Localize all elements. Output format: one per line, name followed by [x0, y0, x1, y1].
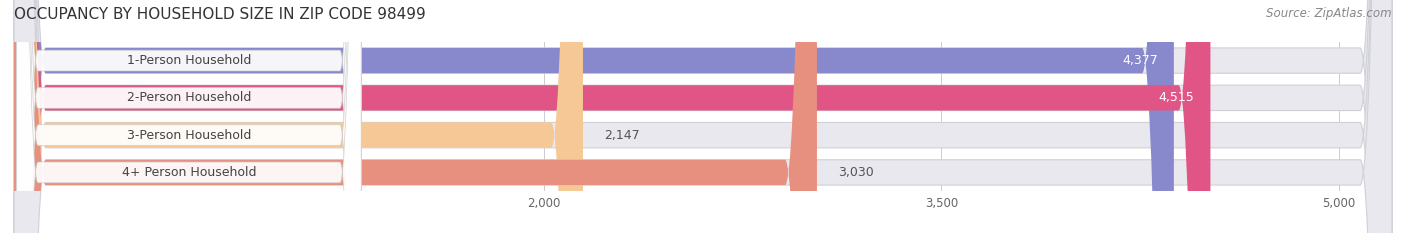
Text: OCCUPANCY BY HOUSEHOLD SIZE IN ZIP CODE 98499: OCCUPANCY BY HOUSEHOLD SIZE IN ZIP CODE … [14, 7, 426, 22]
Text: 4,515: 4,515 [1159, 91, 1195, 104]
FancyBboxPatch shape [14, 0, 1392, 233]
FancyBboxPatch shape [17, 0, 361, 233]
FancyBboxPatch shape [14, 0, 1392, 233]
FancyBboxPatch shape [14, 0, 1392, 233]
FancyBboxPatch shape [14, 0, 1392, 233]
FancyBboxPatch shape [14, 0, 1211, 233]
FancyBboxPatch shape [17, 0, 361, 233]
Text: 3-Person Household: 3-Person Household [127, 129, 252, 142]
FancyBboxPatch shape [17, 0, 361, 233]
Text: 4,377: 4,377 [1122, 54, 1159, 67]
Text: 3,030: 3,030 [838, 166, 875, 179]
Text: 4+ Person Household: 4+ Person Household [122, 166, 256, 179]
Text: Source: ZipAtlas.com: Source: ZipAtlas.com [1267, 7, 1392, 20]
FancyBboxPatch shape [14, 0, 583, 233]
FancyBboxPatch shape [14, 0, 1174, 233]
FancyBboxPatch shape [14, 0, 817, 233]
Text: 2-Person Household: 2-Person Household [127, 91, 252, 104]
FancyBboxPatch shape [17, 0, 361, 233]
Text: 1-Person Household: 1-Person Household [127, 54, 252, 67]
Text: 2,147: 2,147 [605, 129, 640, 142]
